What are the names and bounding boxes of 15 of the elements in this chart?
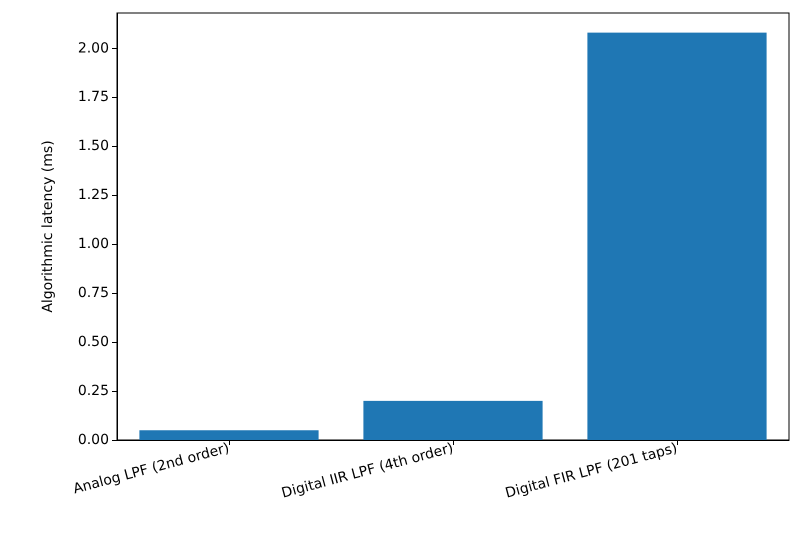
y-tick-label: 1.50 — [78, 138, 109, 154]
y-tick-label: 1.25 — [78, 187, 109, 204]
y-tick-label: 2.00 — [78, 40, 109, 56]
y-tick-label: 1.00 — [78, 236, 109, 252]
bar — [587, 32, 767, 440]
bar — [139, 430, 319, 440]
y-axis-title: Algorithmic latency (ms) — [40, 140, 56, 313]
y-tick-label: 0.00 — [78, 432, 109, 448]
y-tick-label: 1.75 — [78, 89, 109, 106]
x-tick-label: Digital IIR LPF (4th order) — [280, 440, 456, 502]
x-tick-label: Digital FIR LPF (201 taps) — [504, 440, 680, 502]
y-tick-label: 0.50 — [78, 334, 109, 350]
y-tick-label: 0.25 — [78, 383, 109, 400]
bar — [363, 400, 543, 440]
y-tick-label: 0.75 — [78, 285, 109, 302]
